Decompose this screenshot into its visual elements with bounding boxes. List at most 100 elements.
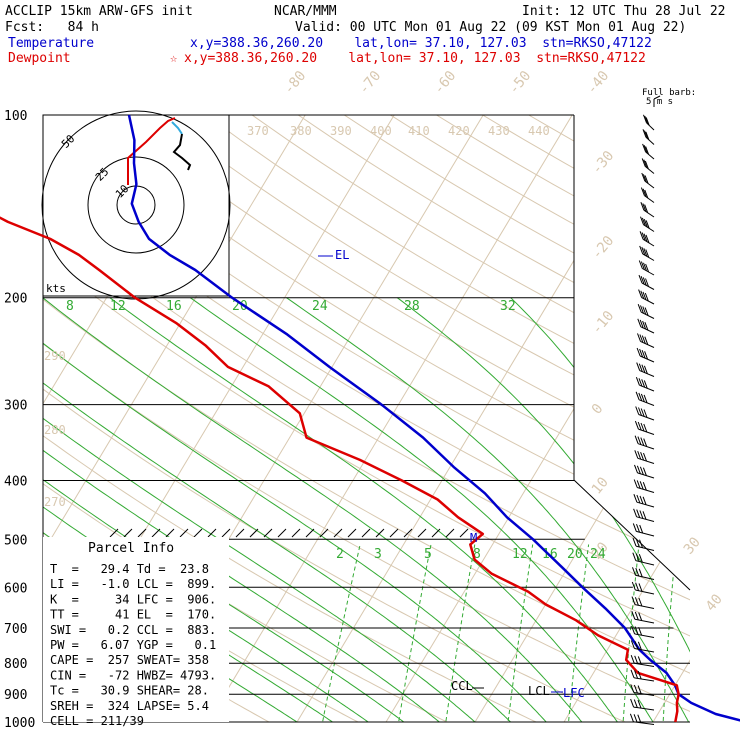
wind-barb-feather [640,276,645,285]
temperature-location: x,y=388.36,260.20 lat,lon= 37.10, 127.03… [190,36,652,51]
mixing-ratio-line [443,544,476,722]
wind-barb-feather [641,158,646,167]
theta-label: 440 [528,124,550,138]
isotherm-line [377,115,690,722]
wind-barb-feather [638,289,643,298]
hodograph-ring-middle [87,156,185,254]
wind-barb-feather [645,146,650,155]
wind-barb-feather [638,260,643,269]
parcel-info-row: CELL = 211/39 [50,714,144,728]
parcel-info-row: SWI = 0.2 CCL = 883. [50,623,216,637]
wind-barb-feather [633,684,638,694]
hatch-mark [207,528,217,538]
wind-barbs [629,95,661,725]
moist-adiabat-label: 16 [166,299,182,314]
wind-barb-feather [642,143,647,153]
dry-adiabat-line [251,115,690,722]
mixing-ratio-label: 12 [512,547,528,562]
wind-barb-feather [634,464,638,474]
hatch-mark [305,528,315,538]
theta-label: 400 [370,124,392,138]
theta-label: 410 [408,124,430,138]
wind-barb-feather [634,655,639,664]
wind-barb-feather [632,537,637,547]
pressure-label: 800 [4,657,27,672]
wind-barb-feather [638,407,642,416]
theta-label: 430 [488,124,510,138]
pressure-label: 600 [4,581,27,596]
theta-label: 390 [330,124,352,138]
isotherm-label: 40 [703,591,726,614]
isotherm-line [43,115,314,722]
wind-barb-feather [635,538,640,548]
dry-adiabat-line [159,115,690,722]
wind-barb-feather [637,714,642,723]
hatch-mark [403,528,413,538]
wind-barb-feather [642,496,647,505]
wind-barb-feather [641,335,646,344]
wind-barb-feather [634,670,639,679]
wind-barb-feather [633,494,638,503]
wind-barb-feather [634,450,639,459]
isotherm-label: -80 [281,68,310,98]
wind-barb-feather [642,467,647,476]
dry-adiabat-line [43,115,690,722]
m-label: M [470,531,477,545]
dewpoint-location: x,y=388.36,260.20 lat,lon= 37.10, 127.03… [184,51,646,66]
parcel-info-row: Tc = 30.9 SHEAR= 28. [50,684,209,698]
wind-barb-feather [635,567,640,577]
wind-barb-feather [642,277,647,286]
moist-adiabat-label: 28 [404,299,420,314]
wind-barb-feather [644,189,649,199]
wind-barb-feather [639,510,644,519]
hodograph-trace-red [127,117,176,185]
wind-barb-feather [640,437,645,446]
moist-adiabat-line [609,297,690,722]
moist-adiabat-label: 12 [110,299,126,314]
wind-barb-feather [644,336,649,345]
hatch-mark [445,528,455,538]
wind-barb-feather [642,203,647,212]
hatch-mark [347,528,357,538]
wind-barb-feather [641,350,646,359]
model-title: ACCLIP 15km ARW-GFS init [5,4,193,19]
theta-label: 420 [448,124,470,138]
wind-barb-feather [630,698,635,708]
wind-barb-feather [639,539,643,548]
pressure-label: 100 [4,109,27,124]
hatch-mark [333,528,343,538]
hatch-mark [291,528,301,538]
wind-barb-feather [645,234,650,244]
wind-barb-feather [643,114,647,123]
hodograph-trace-cyan [171,121,183,135]
mixing-ratio-line [662,544,677,722]
hatch-mark [431,528,441,538]
parcel-info-panel: Parcel Info T = 29.4 Td = 23.8LI = -1.0 … [43,537,229,728]
wind-barb-feather [644,115,649,125]
wind-barb-feather [644,292,649,302]
parcel-info-row: CIN = -72 HWBZ= 4793. [50,668,216,682]
hatch-mark [193,528,203,538]
isotherm-label: -10 [589,308,618,338]
isotherm-line [43,115,47,722]
wind-barb-feather [633,508,638,517]
wind-barb-feather [630,655,635,664]
moist-adiabat-line [190,297,654,722]
isotherm-label: -20 [589,233,618,263]
hatch-mark [319,528,329,538]
valid-time: Valid: 00 UTC Mon 01 Aug 22 (09 KST Mon … [295,20,686,35]
dry-adiabat-line [43,115,690,722]
parcel-info-row: K = 34 LFC = 906. [50,592,216,606]
wind-barb-feather [638,568,643,577]
center-label: NCAR/MMM [274,4,337,19]
el-label: EL [335,248,349,262]
wind-barb-feather [638,612,643,621]
isotherm-label: 30 [681,534,704,557]
wind-barb-feather [630,640,635,649]
wind-barb-feather [642,188,647,197]
wind-barb-feather [641,379,646,388]
wind-barb-feather [643,219,648,228]
wind-barb-feather [638,363,643,372]
